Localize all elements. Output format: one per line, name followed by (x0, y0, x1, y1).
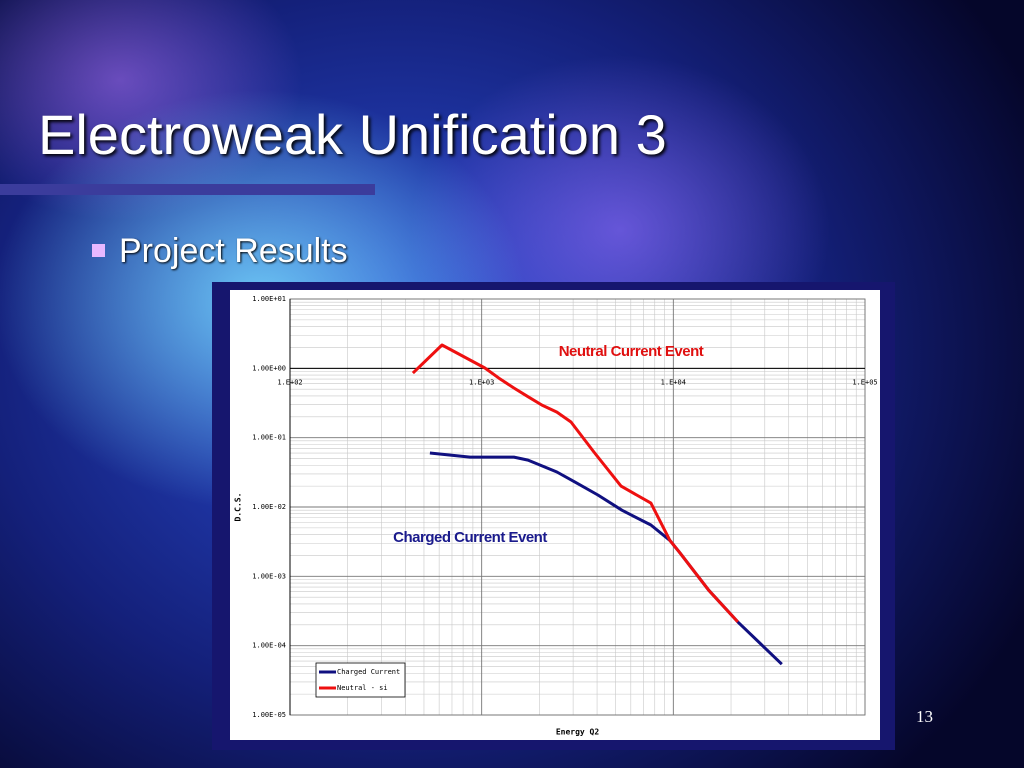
y-tick-label: 1.00E-04 (252, 642, 286, 650)
annotation: Neutral Current Event (559, 343, 704, 360)
x-tick-label: 1.E+04 (661, 378, 686, 386)
x-tick-label: 1.E+05 (852, 378, 877, 386)
x-tick-label: 1.E+03 (469, 378, 494, 386)
legend-label: Charged Current (337, 668, 400, 676)
bullet-text: Project Results (119, 232, 348, 270)
title-underline (0, 184, 375, 195)
y-tick-label: 1.00E+01 (252, 295, 286, 303)
annotation: Charged Current Event (393, 529, 547, 546)
bullet-marker (92, 243, 105, 257)
y-tick-label: 1.00E-03 (252, 572, 286, 580)
bullet: Project Results (92, 232, 348, 271)
y-tick-label: 1.00E-01 (252, 434, 286, 442)
y-tick-label: 1.00E-02 (252, 503, 286, 511)
y-tick-label: 1.00E+00 (252, 364, 286, 372)
legend-label: Neutral - si (337, 684, 388, 692)
y-tick-label: 1.00E-05 (252, 711, 286, 719)
x-axis-title: Energy Q2 (556, 728, 600, 737)
page-number: 13 (916, 707, 933, 726)
series-line (411, 343, 739, 623)
slide-title: Electroweak Unification 3 (38, 103, 667, 166)
legend-box (315, 662, 406, 698)
y-axis-title: D.C.S. (234, 493, 243, 522)
